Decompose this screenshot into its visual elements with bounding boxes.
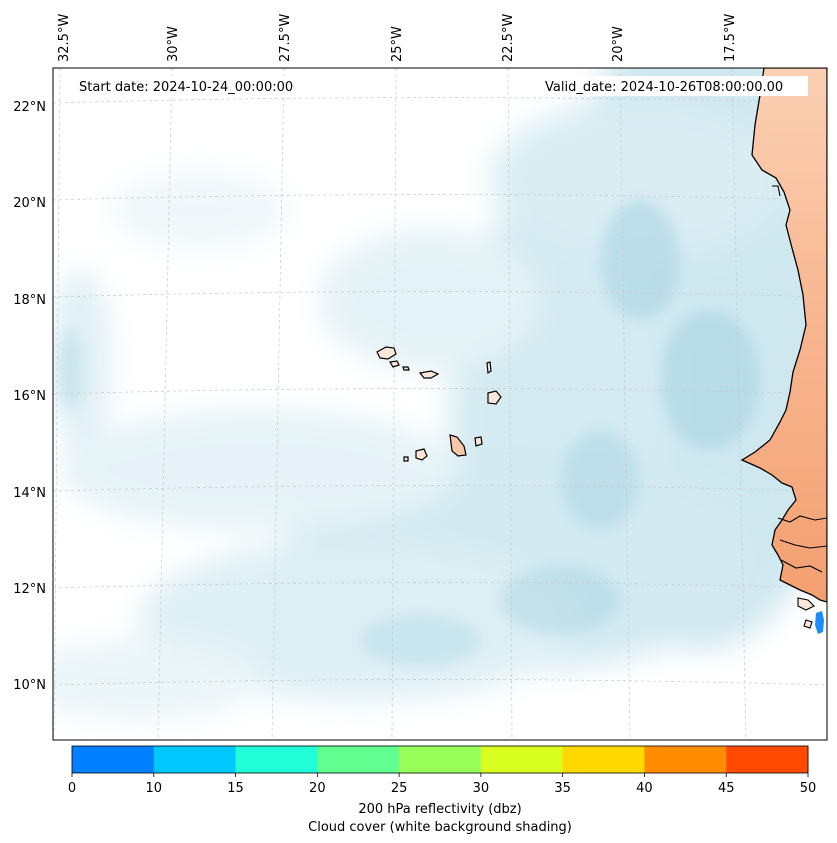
island-santa-luzia bbox=[402, 366, 410, 371]
colorbar-tick-label: 50 bbox=[800, 781, 817, 796]
island-sal bbox=[486, 361, 492, 375]
start-date-box: Start date: 2024-10-24_00:00:00 bbox=[72, 76, 312, 96]
island-fogo bbox=[415, 448, 428, 461]
latitude-labels: 22°N 20°N 18°N 16°N 14°N 12°N 10°N bbox=[13, 100, 46, 693]
island-sao-nicolau bbox=[418, 370, 440, 379]
lat-label: 22°N bbox=[13, 100, 46, 115]
colorbar: 0 10 15 20 25 30 35 40 45 50 200 hPa reflectivity… bbox=[68, 745, 816, 835]
lon-label: 25°W bbox=[390, 26, 405, 62]
africa-land bbox=[740, 68, 827, 603]
lat-label: 20°N bbox=[13, 196, 46, 211]
colorbar-swatch bbox=[235, 746, 318, 773]
start-date-label: Start date: 2024-10-24_00:00:00 bbox=[79, 80, 293, 95]
colorbar-tick-label: 15 bbox=[227, 781, 244, 796]
colorbar-label-main: 200 hPa reflectivity (dbz) bbox=[358, 802, 521, 817]
map-frame bbox=[52, 67, 828, 741]
colorbar-tick-label: 25 bbox=[391, 781, 408, 796]
lon-label: 17.5°W bbox=[723, 14, 738, 62]
lat-label: 12°N bbox=[13, 582, 46, 597]
colorbar-label-sub: Cloud cover (white background shading) bbox=[308, 820, 572, 835]
colorbar-swatch bbox=[562, 746, 645, 773]
colorbar-swatches bbox=[72, 746, 809, 773]
reflectivity-layer bbox=[815, 611, 824, 634]
islands-layer bbox=[376, 346, 502, 462]
colorbar-ticks: 0 10 15 20 25 30 35 40 45 50 bbox=[68, 773, 816, 796]
colorbar-swatch bbox=[317, 746, 400, 773]
island-santo-antao bbox=[376, 346, 397, 360]
colorbar-tick-label: 35 bbox=[554, 781, 571, 796]
island-maio bbox=[474, 436, 483, 447]
lat-label: 10°N bbox=[13, 678, 46, 693]
colorbar-frame bbox=[71, 745, 809, 774]
colorbar-tick-label: 0 bbox=[68, 781, 76, 796]
island-brava bbox=[403, 456, 409, 462]
colorbar-swatch bbox=[480, 746, 564, 773]
lon-label: 20°W bbox=[611, 26, 626, 62]
coastline-detail bbox=[772, 185, 827, 629]
reflectivity-cell bbox=[815, 611, 824, 634]
colorbar-swatch bbox=[644, 746, 727, 773]
colorbar-tick-label: 45 bbox=[718, 781, 735, 796]
colorbar-tick-label: 30 bbox=[473, 781, 490, 796]
gridlines bbox=[53, 68, 827, 740]
colorbar-swatch bbox=[72, 746, 155, 773]
colorbar-tick-label: 20 bbox=[309, 781, 326, 796]
valid-date-label: Valid_date: 2024-10-26T08:00:00.00 bbox=[545, 80, 783, 95]
colorbar-tick-label: 10 bbox=[146, 781, 163, 796]
cloud-cover-layer bbox=[53, 68, 827, 720]
lat-label: 16°N bbox=[13, 389, 46, 404]
island-santiago bbox=[449, 434, 467, 457]
island-boa-vista bbox=[487, 390, 502, 405]
valid-date-box: Valid_date: 2024-10-26T08:00:00.00 bbox=[540, 76, 808, 96]
colorbar-swatch bbox=[153, 746, 237, 773]
colorbar-swatch bbox=[399, 746, 482, 773]
colorbar-tick-label: 40 bbox=[636, 781, 653, 796]
longitude-labels: 32.5°W 30°W 27.5°W 25°W 22.5°W 20°W 17.5… bbox=[57, 14, 738, 62]
land-layer bbox=[740, 68, 827, 603]
lon-label: 22.5°W bbox=[501, 14, 516, 62]
lat-label: 14°N bbox=[13, 486, 46, 501]
island-sao-vicente bbox=[389, 360, 400, 368]
lon-label: 27.5°W bbox=[278, 14, 293, 62]
lat-label: 18°N bbox=[13, 293, 46, 308]
lon-label: 32.5°W bbox=[57, 14, 72, 62]
colorbar-swatch bbox=[726, 746, 809, 773]
lon-label: 30°W bbox=[166, 26, 181, 62]
